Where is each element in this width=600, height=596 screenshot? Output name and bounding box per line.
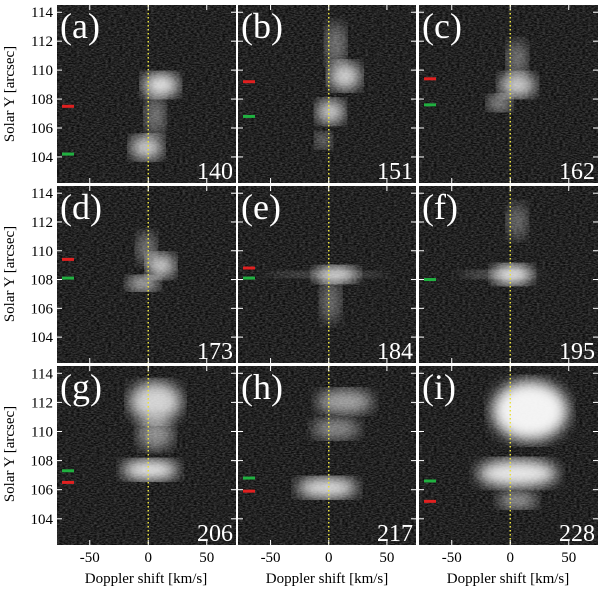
emission [477,459,558,488]
emission [507,203,528,240]
x-tick-label: 0 [325,550,333,566]
panel-label: (b) [241,6,283,46]
panel-label: (e) [241,187,281,227]
panel-number: 228 [559,521,595,547]
emission [499,73,536,98]
panel [57,5,236,183]
emission [129,381,182,422]
x-tick-label: 0 [507,550,515,566]
panel-number: 140 [197,159,233,185]
y-tick-label: 108 [31,454,54,470]
panel-number: 217 [377,521,413,547]
x-axis-label: Doppler shift [km/s] [447,571,569,587]
emission [325,22,346,67]
emission [491,380,568,441]
y-axis-label: Solar Y [arcsec] [2,226,18,322]
emission [297,477,357,498]
y-tick-label: 112 [31,34,53,50]
panel [419,366,598,545]
emission [311,418,360,439]
emission [320,279,341,324]
panel-label: (h) [241,367,283,407]
y-tick-label: 114 [31,186,53,202]
x-tick-label: 0 [145,550,153,566]
x-axis-label: Doppler shift [km/s] [266,571,388,587]
x-tick-label: 50 [199,550,214,566]
emission [316,99,345,124]
y-tick-label: 106 [31,483,54,499]
emission [267,271,387,278]
y-tick-label: 104 [31,330,54,346]
y-tick-label: 110 [31,244,53,260]
y-tick-label: 108 [31,92,54,108]
emission [459,270,540,279]
panel-label: (f) [422,187,458,227]
x-tick-label: -50 [80,550,100,566]
y-tick-label: 114 [31,5,53,21]
panel [238,186,416,363]
x-axis-label: Doppler shift [km/s] [85,571,207,587]
x-tick-label: 50 [379,550,394,566]
y-tick-label: 112 [31,395,53,411]
x-tick-label: -50 [261,550,281,566]
emission [328,62,361,91]
panel-label: (c) [422,6,462,46]
panel-label: (a) [60,6,100,46]
emission [136,231,157,264]
emission [126,276,159,291]
emission [507,40,528,77]
y-axis-label: Solar Y [arcsec] [2,406,18,502]
emission [137,418,174,451]
x-tick-label: 50 [561,550,576,566]
emission [316,389,373,414]
panel-number: 173 [197,339,233,365]
y-axis-label: Solar Y [arcsec] [2,46,18,142]
x-tick-label: -50 [442,550,462,566]
panel [57,366,236,545]
panel-label: (i) [422,367,456,407]
panel [419,5,598,183]
y-tick-label: 106 [31,301,54,317]
panel [419,186,598,363]
emission [497,492,538,509]
emission [122,459,179,480]
emission [146,253,175,278]
panel [57,186,236,363]
panel-label: (d) [60,187,102,227]
y-tick-label: 106 [31,121,54,137]
panel-number: 184 [377,339,413,365]
panel [238,5,416,183]
panel-number: 162 [559,159,595,185]
panel [238,366,416,545]
y-tick-label: 110 [31,63,53,79]
panel-label: (g) [60,367,102,407]
y-tick-label: 114 [31,366,53,382]
y-tick-label: 112 [31,215,53,231]
y-tick-label: 108 [31,273,54,289]
y-tick-label: 104 [31,512,54,528]
y-tick-label: 104 [31,150,54,166]
emission [130,135,163,160]
emission [145,95,166,136]
noise [57,186,236,363]
panel-number: 206 [197,521,233,547]
panel-number: 195 [559,339,595,365]
y-tick-label: 110 [31,424,53,440]
emission [315,132,332,149]
emission [487,94,512,111]
panel-number: 151 [377,159,413,185]
emission [142,73,179,98]
